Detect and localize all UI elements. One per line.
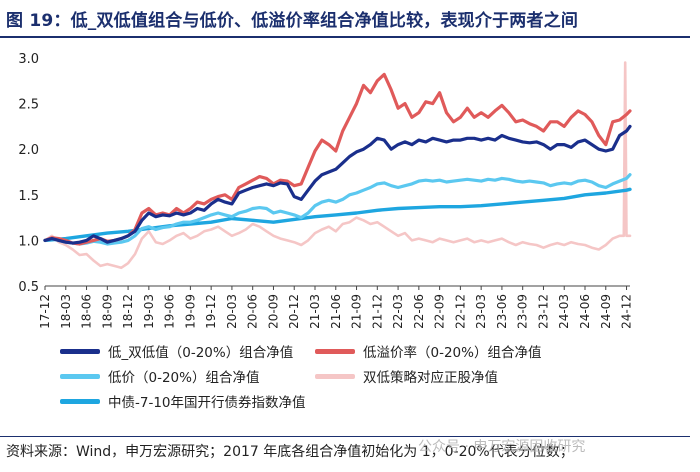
x-tick-label: 18-03 bbox=[59, 294, 73, 329]
x-tick-label: 22-12 bbox=[453, 294, 467, 329]
x-tick-label: 19-09 bbox=[183, 294, 197, 329]
x-tick-label: 24-09 bbox=[599, 294, 613, 329]
legend-label: 低溢价率（0-20%）组合净值 bbox=[363, 345, 542, 361]
series-line-3 bbox=[43, 61, 632, 270]
x-axis: 17-12 18-03 18-06 18-09 18-12 19-03 19-06 19-09… bbox=[38, 285, 634, 329]
title-bar bbox=[0, 0, 690, 38]
y-tick-label: 0.5 bbox=[18, 280, 39, 295]
y-tick-label: 1.5 bbox=[18, 189, 39, 204]
legend-swatch bbox=[315, 348, 355, 354]
series-line-1 bbox=[43, 72, 632, 246]
x-tick-label: 23-03 bbox=[474, 294, 488, 329]
x-tick-label: 21-06 bbox=[329, 294, 343, 329]
y-tick-label: 1.0 bbox=[18, 234, 39, 249]
legend-item-low-double: 低_双低值（0-20%）组合净值 bbox=[60, 340, 293, 362]
x-tick-label: 22-03 bbox=[391, 294, 405, 329]
x-tick-label: 22-09 bbox=[433, 294, 447, 329]
legend-item-stock: 双低策略对应正股净值 bbox=[315, 365, 498, 387]
line-chart: 0.51.01.52.02.53.0 17-12 18-03 18-06 18-09 1… bbox=[18, 52, 634, 329]
x-tick-label: 23-12 bbox=[536, 294, 550, 329]
legend-swatch bbox=[315, 373, 355, 379]
x-tick-label: 20-06 bbox=[246, 294, 260, 329]
legend-item-bond-index: 中债-7-10年国开行债券指数净值 bbox=[60, 390, 306, 412]
legend-swatch bbox=[60, 398, 100, 404]
legend-label: 低_双低值（0-20%）组合净值 bbox=[108, 345, 294, 361]
y-tick-label: 3.0 bbox=[18, 52, 39, 67]
legend-item-low-premium: 低溢价率（0-20%）组合净值 bbox=[315, 340, 541, 362]
y-tick-label: 2.5 bbox=[18, 98, 39, 113]
legend-swatch bbox=[60, 348, 100, 354]
legend-swatch bbox=[60, 373, 100, 379]
legend: 低_双低值（0-20%）组合净值 低溢价率（0-20%）组合净值 低价（0-20… bbox=[60, 340, 660, 430]
x-tick-label: 23-09 bbox=[516, 294, 530, 329]
x-tick-label: 24-03 bbox=[557, 294, 571, 329]
chart-title: 图 19：低_双低值组合与低价、低溢价率组合净值比较，表现介于两者之间 bbox=[6, 11, 579, 31]
x-tick-label: 21-03 bbox=[308, 294, 322, 329]
legend-label: 低价（0-20%）组合净值 bbox=[108, 370, 260, 386]
series-layer bbox=[43, 61, 632, 270]
x-tick-label: 23-06 bbox=[495, 294, 509, 329]
x-tick-label: 19-06 bbox=[163, 294, 177, 329]
legend-item-low-price: 低价（0-20%）组合净值 bbox=[60, 365, 259, 387]
x-tick-label: 19-03 bbox=[142, 294, 156, 329]
series-line-0 bbox=[43, 124, 632, 245]
watermark: 公众号 · 申万宏源固收研究 bbox=[418, 439, 586, 455]
x-tick-label: 17-12 bbox=[38, 294, 52, 329]
x-tick-label: 24-06 bbox=[578, 294, 592, 329]
x-tick-label: 21-09 bbox=[350, 294, 364, 329]
x-tick-label: 20-09 bbox=[266, 294, 280, 329]
source-divider bbox=[0, 436, 690, 437]
legend-label: 双低策略对应正股净值 bbox=[363, 370, 498, 386]
legend-label: 中债-7-10年国开行债券指数净值 bbox=[108, 395, 306, 411]
y-tick-label: 2.0 bbox=[18, 143, 39, 158]
x-tick-label: 18-09 bbox=[100, 294, 114, 329]
x-tick-label: 21-12 bbox=[370, 294, 384, 329]
x-tick-label: 19-12 bbox=[204, 294, 218, 329]
x-tick-label: 20-03 bbox=[225, 294, 239, 329]
x-tick-label: 24-12 bbox=[620, 294, 634, 329]
series-line-2 bbox=[43, 173, 632, 246]
source-note: 资料来源：Wind，申万宏源研究；2017 年底各组合净值初始化为 1，0-20… bbox=[6, 444, 574, 460]
x-tick-label: 20-12 bbox=[287, 294, 301, 329]
y-axis-labels: 0.5 1.0 1.5 2.0 2.5 3.0 bbox=[18, 52, 39, 295]
x-tick-label: 18-06 bbox=[80, 294, 94, 329]
x-tick-label: 22-06 bbox=[412, 294, 426, 329]
x-tick-label: 18-12 bbox=[121, 294, 135, 329]
